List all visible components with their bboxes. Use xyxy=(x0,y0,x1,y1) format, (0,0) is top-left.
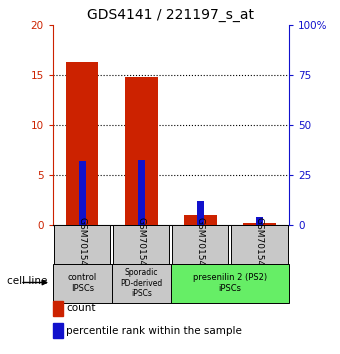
Text: GSM701542: GSM701542 xyxy=(78,217,87,272)
Bar xyxy=(243,223,276,225)
Bar xyxy=(232,225,288,264)
Bar xyxy=(54,225,110,264)
Bar xyxy=(113,225,169,264)
Bar xyxy=(197,201,204,225)
Title: GDS4141 / 221197_s_at: GDS4141 / 221197_s_at xyxy=(87,8,254,22)
Text: percentile rank within the sample: percentile rank within the sample xyxy=(66,326,242,336)
Bar xyxy=(125,77,157,225)
Bar xyxy=(256,217,263,225)
Text: GSM701543: GSM701543 xyxy=(137,217,146,272)
Text: presenilin 2 (PS2)
iPSCs: presenilin 2 (PS2) iPSCs xyxy=(193,274,267,293)
Text: Sporadic
PD-derived
iPSCs: Sporadic PD-derived iPSCs xyxy=(120,268,163,298)
Text: cell line: cell line xyxy=(7,276,47,286)
Bar xyxy=(184,215,217,225)
Text: control
IPSCs: control IPSCs xyxy=(68,274,97,293)
Bar xyxy=(172,225,228,264)
Bar xyxy=(138,160,145,225)
Text: GSM701545: GSM701545 xyxy=(255,217,264,272)
Text: GSM701544: GSM701544 xyxy=(196,217,205,272)
Bar xyxy=(171,264,289,303)
Bar xyxy=(66,62,99,225)
Bar xyxy=(112,264,171,303)
Text: count: count xyxy=(66,303,96,313)
Bar xyxy=(53,264,112,303)
Bar xyxy=(79,161,86,225)
